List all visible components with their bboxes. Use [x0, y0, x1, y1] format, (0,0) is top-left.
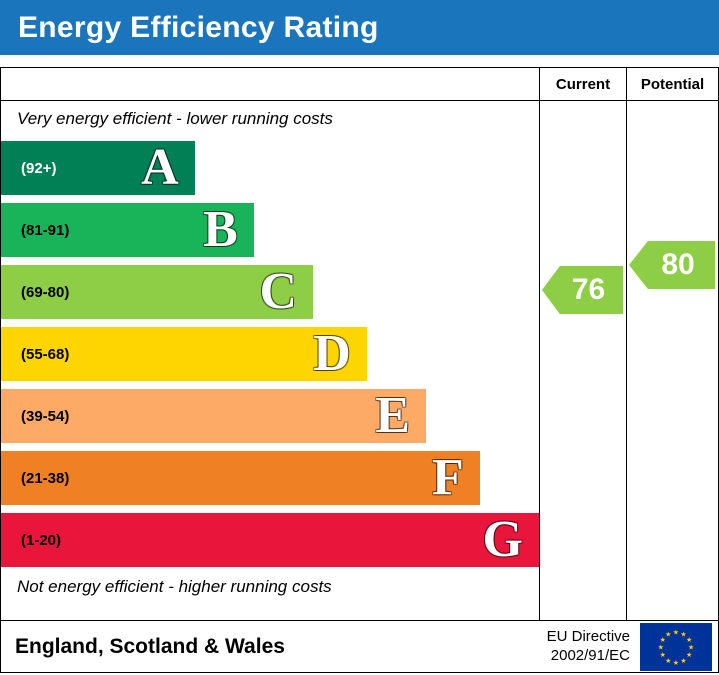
- eu-flag-icon: ★ ★★★★★★★★★★★: [640, 622, 712, 671]
- svg-text:★: ★: [688, 642, 694, 651]
- eu-directive-label: EU Directive 2002/91/EC: [547, 628, 630, 666]
- chart-frame: Very energy efficient - lower running co…: [0, 67, 719, 673]
- bottom-note: Not energy efficient - higher running co…: [17, 577, 332, 596]
- band-letter: A: [141, 139, 179, 196]
- footer-right: EU Directive 2002/91/EC ★ ★ ★ ★ ★ ★ ★ ★ ★ ★ ★ ★: [547, 622, 712, 671]
- page-title: Energy Efficiency Rating: [18, 10, 379, 44]
- potential-indicator: 80: [629, 241, 715, 289]
- band-bar-d: (55-68) D: [1, 327, 367, 381]
- svg-text:★: ★: [686, 634, 692, 643]
- band-bar-b: (81-91) B: [1, 203, 254, 257]
- band-range: (21-38): [21, 469, 70, 487]
- svg-text:★: ★: [658, 642, 664, 651]
- svg-text:★: ★: [680, 629, 686, 638]
- eu-directive-line2: 2002/91/EC: [550, 646, 630, 664]
- band-row: (92+) A: [1, 141, 539, 195]
- band-letter: B: [203, 201, 238, 258]
- band-letter: F: [432, 449, 464, 506]
- eu-directive-line1: EU Directive: [546, 627, 630, 645]
- current-indicator: 76: [542, 266, 623, 314]
- band-bar-f: (21-38) F: [1, 451, 480, 505]
- svg-text:★: ★: [680, 655, 686, 664]
- band-bar-a: (92+) A: [1, 141, 195, 195]
- band-list: (92+) A (81-91) B (69-80: [1, 141, 539, 567]
- band-letter: E: [375, 387, 411, 444]
- band-row: (81-91) B: [1, 203, 539, 257]
- band-row: (21-38) F: [1, 451, 539, 505]
- band-range: (55-68): [21, 345, 70, 363]
- svg-text:★: ★: [686, 650, 692, 659]
- band-range: (39-54): [21, 407, 70, 425]
- top-note: Very energy efficient - lower running co…: [17, 109, 333, 128]
- region-label: England, Scotland & Wales: [15, 634, 285, 658]
- band-letter: D: [313, 325, 351, 382]
- bands-column-body: Very energy efficient - lower running co…: [1, 101, 539, 620]
- svg-text:★: ★: [673, 657, 679, 666]
- band-range: (81-91): [21, 221, 70, 239]
- svg-text:★: ★: [665, 655, 671, 664]
- band-row: (1-20) G: [1, 513, 539, 567]
- current-column: Current 76: [539, 68, 626, 620]
- band-letter: G: [482, 511, 523, 568]
- potential-value: 80: [661, 248, 695, 281]
- svg-text:★: ★: [665, 629, 671, 638]
- potential-column: Potential 80: [626, 68, 718, 620]
- band-bar-c: (69-80) C: [1, 263, 314, 320]
- band-range: (1-20): [21, 531, 62, 549]
- band-row: (55-68) D: [1, 327, 539, 381]
- band-letter: C: [259, 263, 298, 320]
- band-bar-g: (1-20) G: [1, 513, 539, 567]
- current-indicator-area: 76: [540, 101, 626, 620]
- bands-column: Very energy efficient - lower running co…: [1, 68, 539, 620]
- potential-indicator-area: 80: [627, 101, 718, 620]
- potential-header: Potential: [627, 68, 718, 101]
- band-range: (92+): [21, 159, 57, 177]
- band-bar-e: (39-54) E: [1, 387, 427, 444]
- svg-text:★: ★: [673, 627, 679, 636]
- band-row: (39-54) E: [1, 389, 539, 443]
- bands-column-header: [1, 68, 539, 101]
- band-range: (69-80): [21, 283, 70, 301]
- band-row: (69-80) C: [1, 265, 539, 319]
- svg-text:★: ★: [660, 634, 666, 643]
- title-bar: Energy Efficiency Rating: [0, 0, 719, 55]
- current-header: Current: [540, 68, 626, 101]
- svg-text:★: ★: [660, 650, 666, 659]
- footer: England, Scotland & Wales EU Directive 2…: [1, 620, 718, 672]
- current-value: 76: [571, 273, 606, 306]
- chart-grid: Very energy efficient - lower running co…: [1, 68, 718, 620]
